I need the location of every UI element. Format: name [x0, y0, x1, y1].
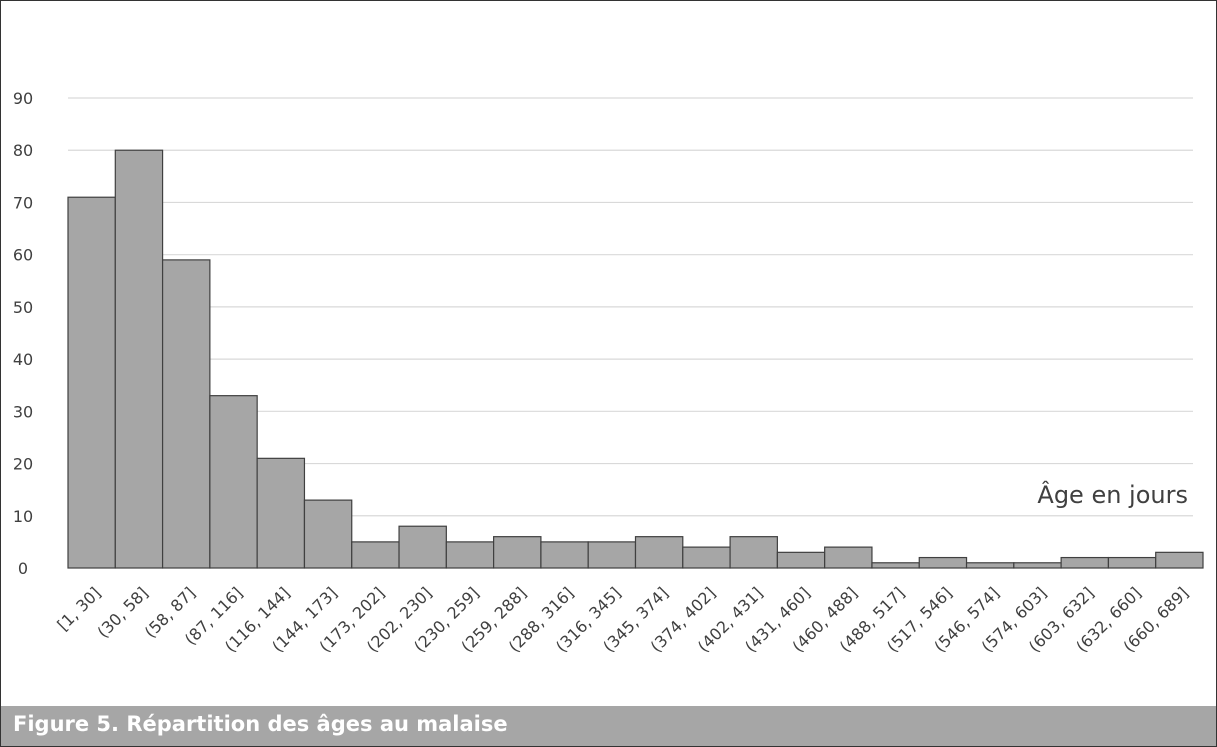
- y-tick-label: 90: [13, 89, 33, 108]
- histogram-chart: 0 10 20 30 40 50 60 70 80 90 [1, 30] (30, 58] (58, …: [1, 1, 1216, 706]
- chart-svg: 0 10 20 30 40 50 60 70 80 90 [1, 30](30, 58](58, …: [13, 89, 1204, 656]
- y-tick-label: 40: [13, 350, 33, 369]
- y-tick-label: 10: [13, 507, 33, 526]
- histogram-bar: [398, 525, 447, 569]
- y-tick-label: 20: [13, 455, 33, 474]
- histogram-bar: [67, 196, 116, 569]
- y-tick-label: 80: [13, 141, 33, 160]
- histogram-bar: [871, 562, 920, 569]
- histogram-bar: [209, 395, 258, 569]
- histogram-bar: [1107, 556, 1157, 569]
- y-tick-label: 0: [18, 559, 28, 578]
- y-axis-ticks: 0 10 20 30 40 50 60 70 80 90: [13, 89, 33, 578]
- histogram-bar: [1155, 551, 1204, 569]
- histogram-bar: [965, 562, 1015, 569]
- bars: [67, 149, 1204, 569]
- x-axis-ticks: [1, 30](30, 58](58, 87](87, 116](116, 14…: [53, 583, 1192, 656]
- y-tick-label: 60: [13, 246, 33, 265]
- histogram-bar: [587, 541, 637, 569]
- histogram-bar: [776, 551, 826, 569]
- histogram-bar: [114, 149, 164, 569]
- histogram-bar: [351, 541, 400, 569]
- histogram-bar: [445, 541, 495, 569]
- histogram-bar: [729, 536, 778, 569]
- histogram-bar: [824, 546, 873, 569]
- caption-bar: Figure 5. Répartition des âges au malais…: [1, 706, 1216, 746]
- histogram-bar: [303, 499, 353, 569]
- x-axis-label: Âge en jours: [1037, 480, 1188, 509]
- histogram-bar: [634, 536, 684, 569]
- histogram-bar: [918, 556, 968, 569]
- histogram-bar: [540, 541, 589, 569]
- histogram-bar: [682, 546, 731, 569]
- histogram-bar: [493, 536, 542, 569]
- histogram-bar: [1060, 556, 1110, 569]
- figure-caption: Figure 5. Répartition des âges au malais…: [13, 712, 508, 736]
- y-tick-label: 70: [13, 193, 33, 212]
- histogram-bar: [256, 457, 306, 569]
- histogram-bar: [1013, 562, 1062, 569]
- y-tick-label: 50: [13, 298, 33, 317]
- y-tick-label: 30: [13, 402, 33, 421]
- histogram-bar: [161, 259, 211, 569]
- x-tick-label: (30, 58]: [94, 583, 152, 641]
